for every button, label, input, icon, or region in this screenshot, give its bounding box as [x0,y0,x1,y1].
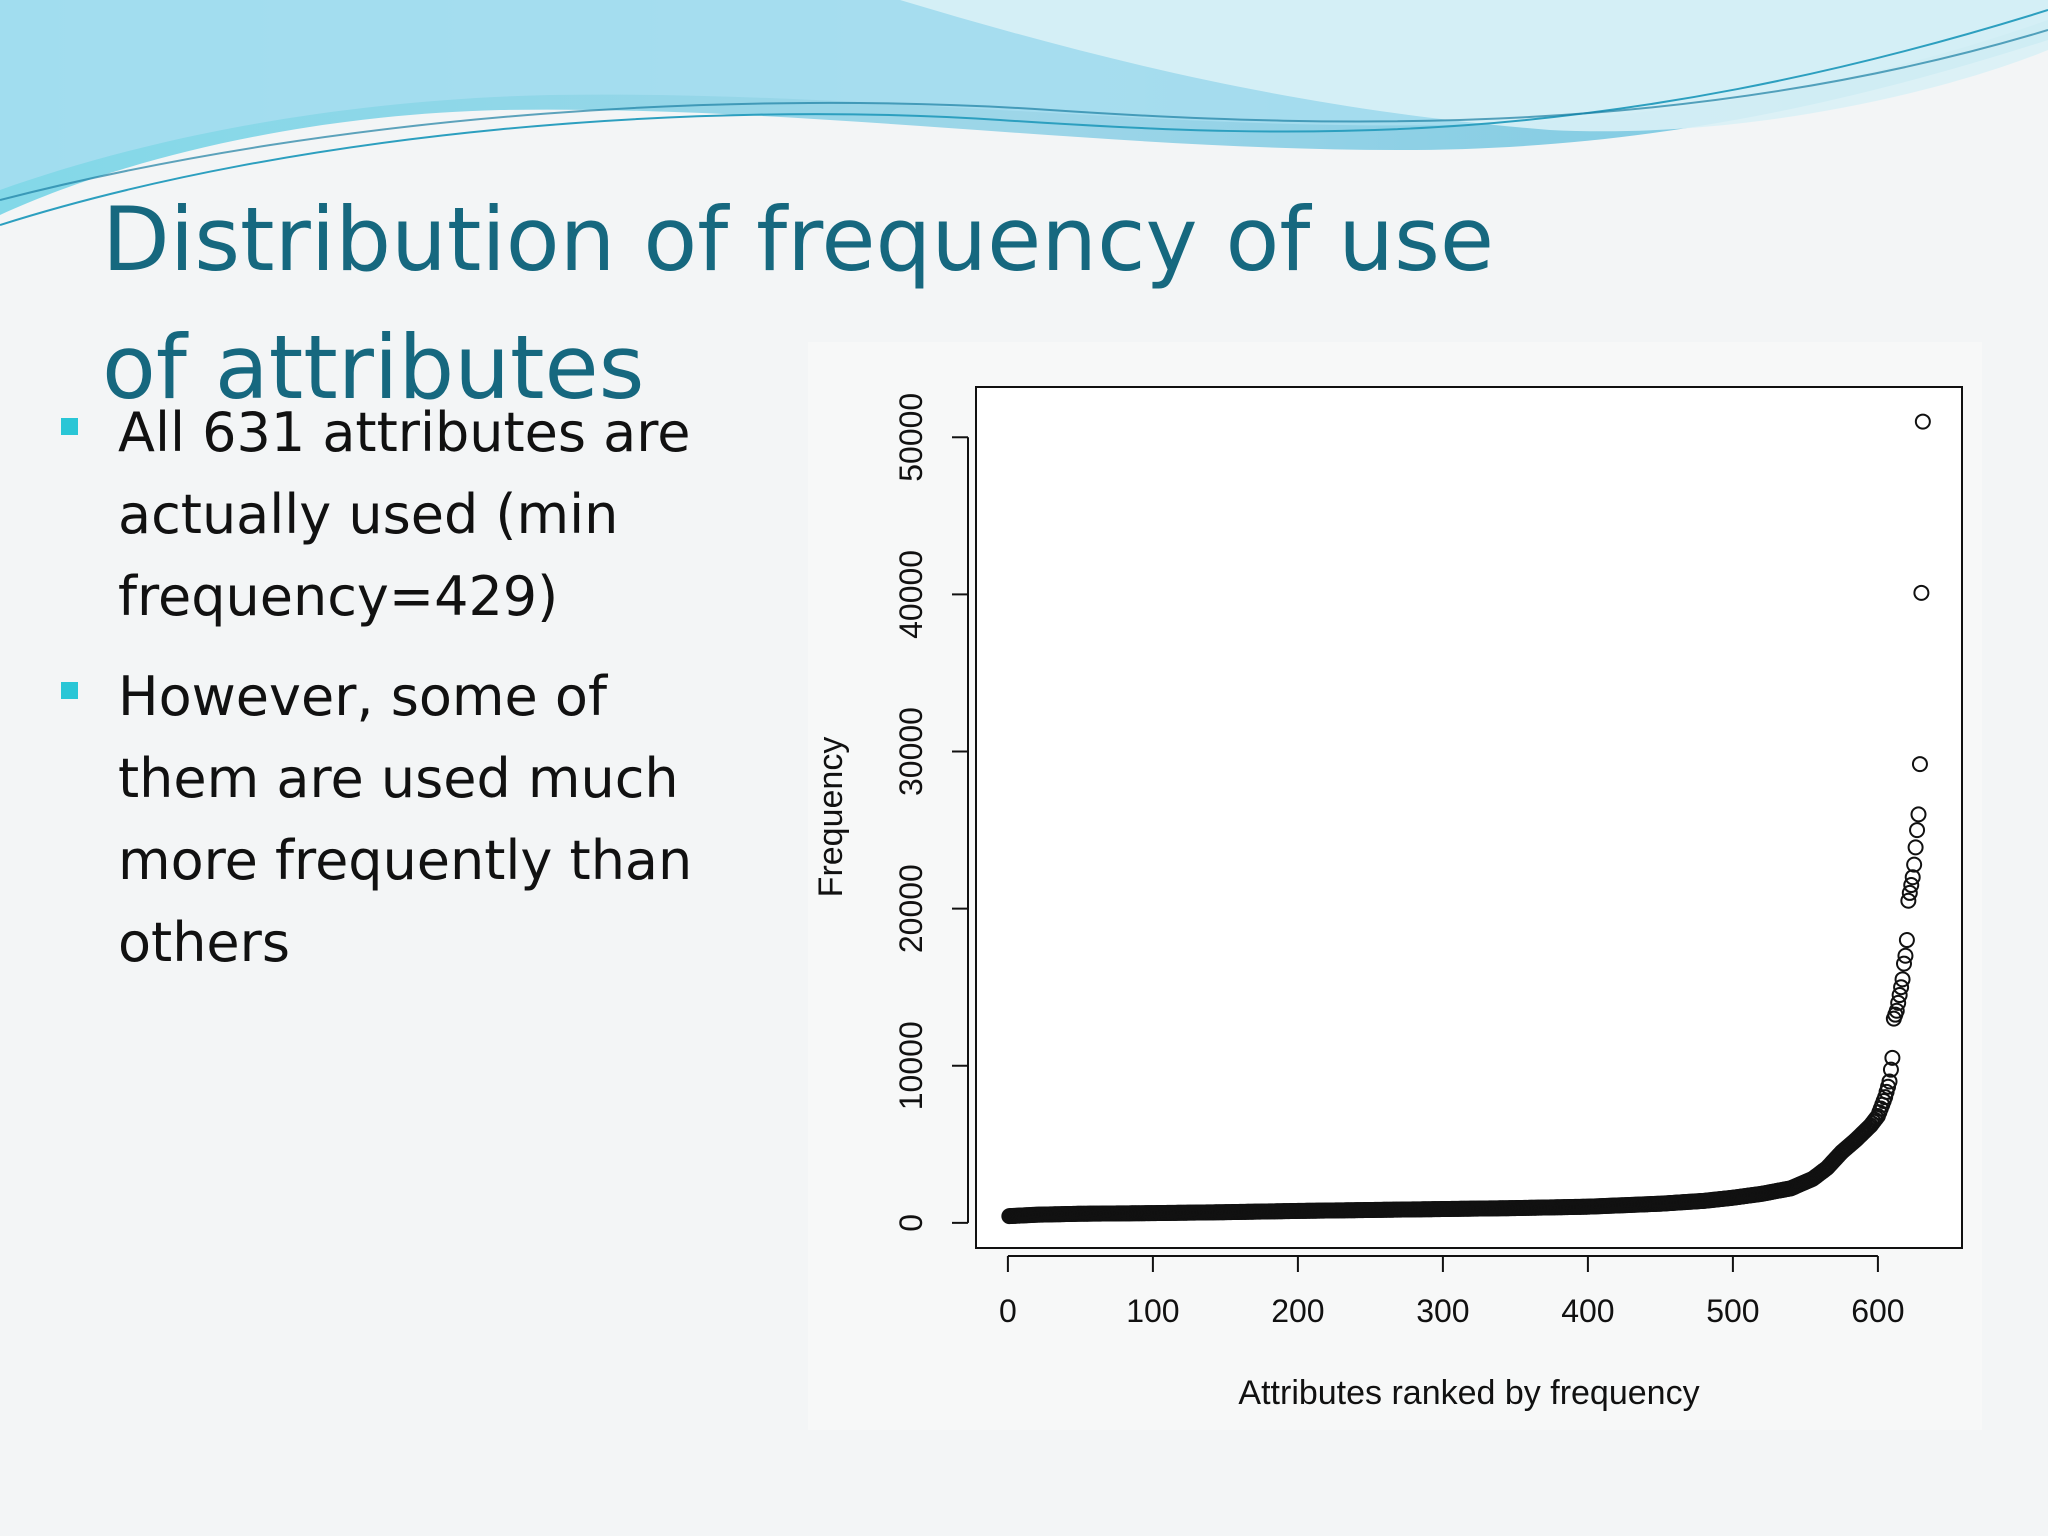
square-bullet-icon [61,418,78,435]
data-point [1906,856,1923,873]
data-point [1882,1061,1899,1078]
bullet-item: However, some of them are used much more… [58,656,758,984]
slide-title: Distribution of frequency of use of attr… [102,188,1495,419]
x-tick-label: 100 [1126,1293,1179,1329]
y-tick-label: 50000 [893,393,929,482]
data-point [1913,584,1930,601]
x-tick-label: 300 [1416,1293,1469,1329]
bullet-list: All 631 attributes are actually used (mi… [58,392,758,1002]
data-point [1898,932,1915,949]
chart-panel: 0 100 200 300 400 500 600 0 10000 20000 30000 4000… [808,342,1982,1430]
data-point [1903,877,1920,894]
x-tick-label: 600 [1851,1293,1904,1329]
bullet-text: All 631 attributes are actually used (mi… [118,401,691,628]
data-point [1901,884,1918,901]
y-tick-label: 40000 [893,550,929,639]
y-axis-title: Frequency [812,737,850,898]
data-points [1001,413,1931,1225]
data-point [1909,822,1926,839]
x-tick-label: 200 [1271,1293,1324,1329]
data-point [1884,1049,1901,1066]
data-point [1904,869,1921,886]
y-tick-label: 30000 [893,707,929,796]
bullet-item: All 631 attributes are actually used (mi… [58,392,758,638]
y-tick-label: 20000 [893,864,929,953]
data-point [1914,413,1931,430]
data-point [1881,1073,1898,1090]
data-point [1888,1002,1905,1019]
x-axis: 0 100 200 300 400 500 600 [999,1255,1905,1329]
data-point [1891,987,1908,1004]
x-axis-title: Attributes ranked by frequency [1238,1374,1699,1412]
data-point [1896,955,1912,972]
data-point [1893,979,1910,996]
data-point [1897,947,1914,964]
data-point [1907,839,1924,856]
data-point [1910,806,1927,823]
bullet-text: However, some of them are used much more… [118,665,693,974]
data-point [1890,994,1907,1011]
square-bullet-icon [61,682,78,699]
data-point [1894,971,1911,988]
frequency-scatter-chart: 0 100 200 300 400 500 600 0 10000 20000 30000 4000… [812,386,1963,1412]
data-point [1911,756,1928,773]
plot-frame [975,386,1963,1249]
y-tick-label: 10000 [893,1021,929,1110]
x-tick-label: 0 [999,1293,1017,1329]
x-tick-label: 400 [1561,1293,1614,1329]
y-axis: 0 10000 20000 30000 40000 50000 [893,393,969,1232]
header-wave-decoration [0,0,2048,226]
data-point [1900,892,1917,909]
y-tick-label: 0 [893,1214,929,1232]
x-tick-label: 500 [1706,1293,1759,1329]
